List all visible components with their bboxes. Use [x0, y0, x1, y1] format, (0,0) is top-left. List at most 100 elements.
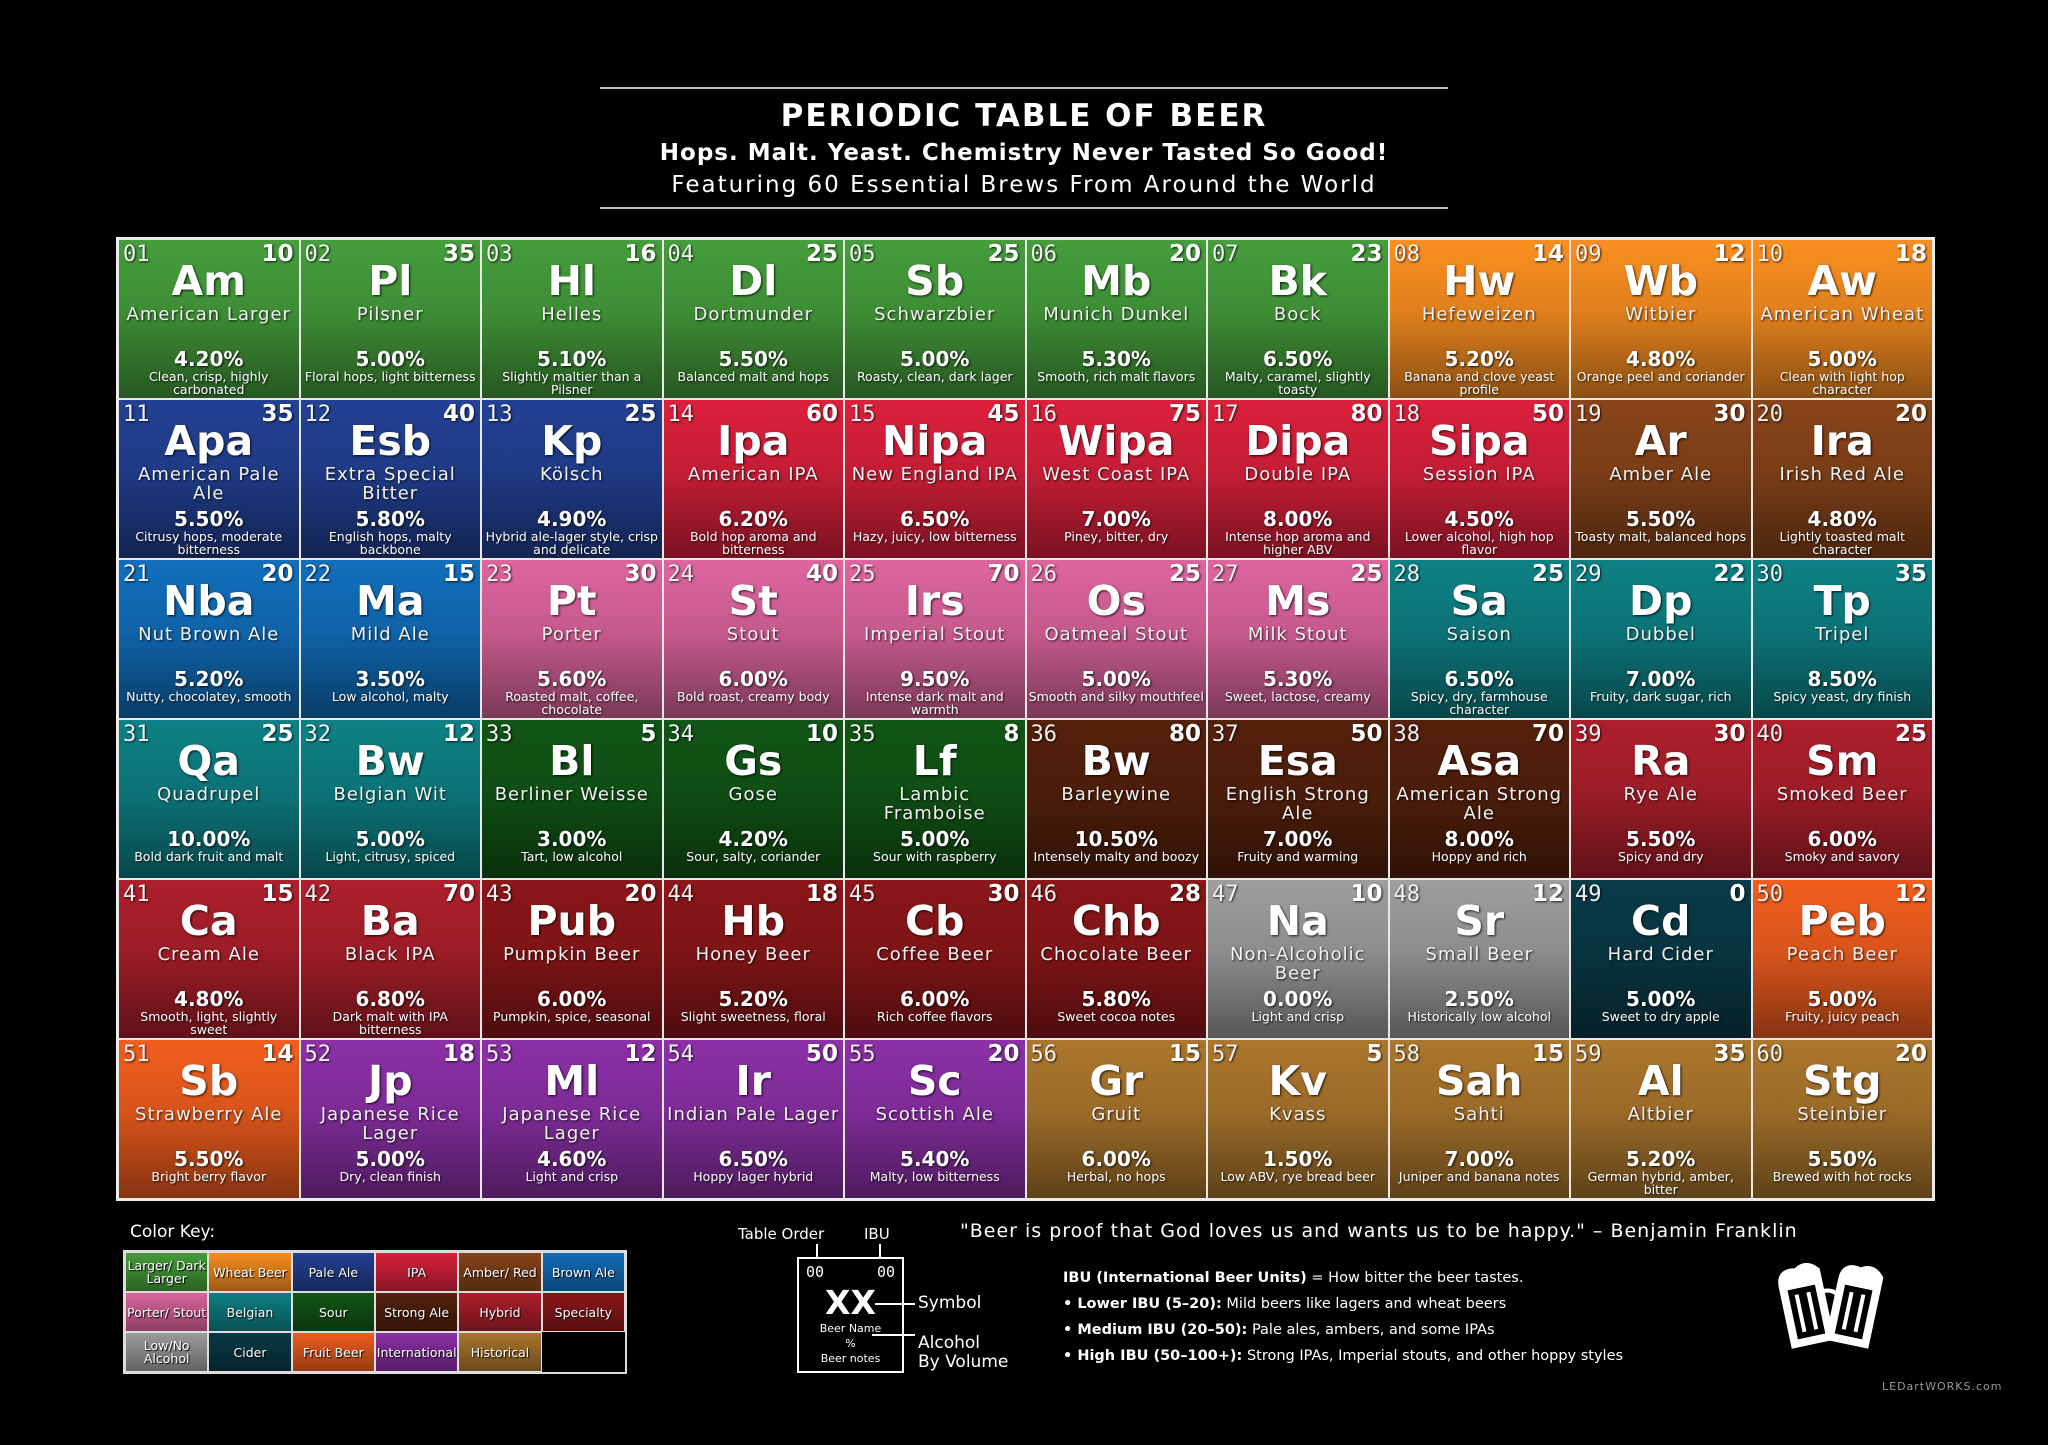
- beer-symbol: Aw: [1807, 257, 1878, 305]
- beer-name: Pilsner: [356, 304, 424, 325]
- beer-cell: 06 20 Mb Munich Dunkel 5.30% Smooth, rich mal…: [1025, 239, 1207, 399]
- beer-ibu: 23: [1350, 241, 1383, 267]
- beer-number: 33: [486, 722, 513, 747]
- beer-notes: Slight sweetness, floral: [680, 1009, 826, 1024]
- ibu-line-medium: • Medium IBU (20–50): Pale ales, ambers,…: [1063, 1322, 1495, 1338]
- ibu-line-high-text: Strong IPAs, Imperial stouts, and other …: [1242, 1348, 1624, 1364]
- beer-cell: 25 70 Irs Imperial Stout 9.50% Intense dark m…: [844, 559, 1026, 719]
- beer-number: 29: [1575, 562, 1602, 587]
- beer-symbol: St: [728, 577, 778, 625]
- ibu-line-low: • Lower IBU (5–20): Mild beers like lage…: [1063, 1296, 1506, 1312]
- beer-symbol: Asa: [1437, 737, 1522, 785]
- beer-ibu: 30: [624, 561, 657, 587]
- beer-abv: 6.80%: [355, 987, 425, 1011]
- beer-ibu: 50: [805, 1041, 838, 1067]
- legend-connector-lines: [816, 1244, 915, 1336]
- beer-name: American Larger: [126, 304, 291, 325]
- beer-abv: 4.60%: [537, 1147, 607, 1171]
- beer-name: Double IPA: [1244, 464, 1352, 485]
- beer-cell: 33 5 Bl Berliner Weisse 3.00% Tart, low alcoh…: [481, 719, 663, 879]
- beer-number: 34: [667, 722, 695, 747]
- beer-abv: 2.50%: [1444, 987, 1514, 1011]
- beer-abv: 4.90%: [537, 507, 607, 531]
- beer-notes: Slightly maltier than a Pilsner: [502, 369, 642, 397]
- beer-number: 18: [1393, 402, 1421, 427]
- beer-ibu: 60: [805, 401, 838, 427]
- beer-ibu: 25: [987, 241, 1020, 267]
- beer-symbol: Ms: [1265, 577, 1331, 625]
- page-subtitle: Hops. Malt. Yeast. Chemistry Never Taste…: [659, 140, 1389, 166]
- beer-symbol: Ra: [1631, 737, 1691, 785]
- legend-percent: %: [845, 1337, 856, 1350]
- beer-symbol: Pub: [527, 897, 617, 945]
- beer-name: Smoked Beer: [1776, 784, 1908, 805]
- beer-notes: Hazy, juicy, low bitterness: [852, 529, 1017, 544]
- beer-cell: 31 25 Qa Quadrupel 10.00% Bold dark fruit and…: [118, 719, 300, 879]
- beer-abv: 0.00%: [1263, 987, 1333, 1011]
- beer-number: 38: [1393, 722, 1421, 747]
- beer-ibu: 30: [1713, 401, 1746, 427]
- beer-cell: 10 18 Aw American Wheat 5.00% Clean with ligh…: [1751, 239, 1933, 399]
- beer-cell: 26 25 Os Oatmeal Stout 5.00% Smooth and silky…: [1025, 559, 1207, 719]
- legend-symbol: XX: [825, 1283, 876, 1322]
- beer-symbol: Cd: [1631, 897, 1691, 945]
- beer-ibu: 5: [640, 721, 657, 747]
- beer-abv: 5.00%: [1807, 347, 1877, 371]
- beer-cell: 52 18 Jp Japanese Rice Lager 5.00% Dry, clean…: [299, 1039, 481, 1199]
- beer-abv: 5.00%: [1807, 987, 1877, 1011]
- beer-abv: 6.50%: [900, 507, 970, 531]
- beer-name: American IPA: [687, 464, 819, 485]
- beer-symbol: Bw: [1081, 737, 1151, 785]
- beer-name: Helles: [541, 304, 603, 325]
- beer-symbol: Stg: [1803, 1057, 1882, 1105]
- beer-symbol: Esb: [349, 417, 432, 465]
- beer-name: Honey Beer: [695, 944, 811, 965]
- beer-abv: 6.50%: [1263, 347, 1333, 371]
- beer-cell: 27 25 Ms Milk Stout 5.30% Sweet, lactose, cre…: [1207, 559, 1389, 719]
- beer-ibu: 25: [261, 721, 294, 747]
- beer-notes: Tart, low alcohol: [521, 849, 623, 864]
- beer-ibu: 35: [261, 401, 294, 427]
- beer-abv: 5.00%: [1081, 667, 1151, 691]
- beer-symbol: Na: [1266, 897, 1329, 945]
- beer-number: 27: [1212, 562, 1239, 587]
- beer-name: Scottish Ale: [875, 1104, 994, 1125]
- beer-name: Nut Brown Ale: [138, 624, 280, 645]
- beer-abv: 5.00%: [355, 347, 425, 371]
- beer-mugs-icon: [1778, 1262, 1884, 1349]
- beer-cell: 49 0 Cd Hard Cider 5.00% Sweet to dry apple: [1570, 879, 1752, 1039]
- beer-ibu: 25: [1350, 561, 1383, 587]
- beer-ibu: 70: [442, 881, 475, 907]
- beer-notes: English hops, malty backbone: [328, 529, 452, 557]
- beer-notes: Fruity, dark sugar, rich: [1589, 689, 1732, 704]
- beer-cell: 41 15 Ca Cream Ale 4.80% Smooth, light, sligh…: [118, 879, 300, 1039]
- beer-name: Hefeweizen: [1421, 304, 1537, 325]
- color-key-swatch: Historical: [458, 1332, 542, 1372]
- beer-symbol: Wb: [1623, 257, 1699, 305]
- beer-cell: 48 12 Sr Small Beer 2.50% Historically low al…: [1388, 879, 1570, 1039]
- beer-notes: Intensely malty and boozy: [1033, 849, 1199, 864]
- ibu-line-low-term: • Lower IBU (5–20):: [1063, 1296, 1222, 1312]
- color-key-swatch: Brown Ale: [541, 1252, 625, 1292]
- beer-cell: 29 22 Dp Dubbel 7.00% Fruity, dark sugar, ric…: [1570, 559, 1752, 719]
- beer-name: American Strong Ale: [1396, 784, 1563, 824]
- beer-notes: Hoppy lager hybrid: [693, 1169, 814, 1184]
- beer-symbol: Wipa: [1058, 417, 1175, 465]
- beer-abv: 6.50%: [718, 1147, 788, 1171]
- beer-symbol: Dipa: [1245, 417, 1351, 465]
- color-key-swatch: Pale Ale: [291, 1252, 375, 1292]
- beer-name: Rye Ale: [1623, 784, 1698, 805]
- beer-notes: Roasty, clean, dark lager: [856, 369, 1013, 384]
- beer-ibu: 20: [987, 1041, 1020, 1067]
- beer-notes: Bold hop aroma and bitterness: [689, 529, 817, 557]
- beer-ibu: 20: [261, 561, 294, 587]
- beer-symbol: Irs: [904, 577, 965, 625]
- color-key-title: Color Key:: [130, 1222, 216, 1242]
- beer-notes: Low ABV, rye bread beer: [1220, 1169, 1376, 1184]
- beer-abv: 6.00%: [537, 987, 607, 1011]
- beer-number: 51: [123, 1042, 150, 1067]
- beer-name: Bock: [1273, 304, 1322, 325]
- beer-number: 42: [304, 882, 332, 907]
- beer-notes: Spicy and dry: [1617, 849, 1704, 864]
- header-bottom-rule: [600, 207, 1448, 209]
